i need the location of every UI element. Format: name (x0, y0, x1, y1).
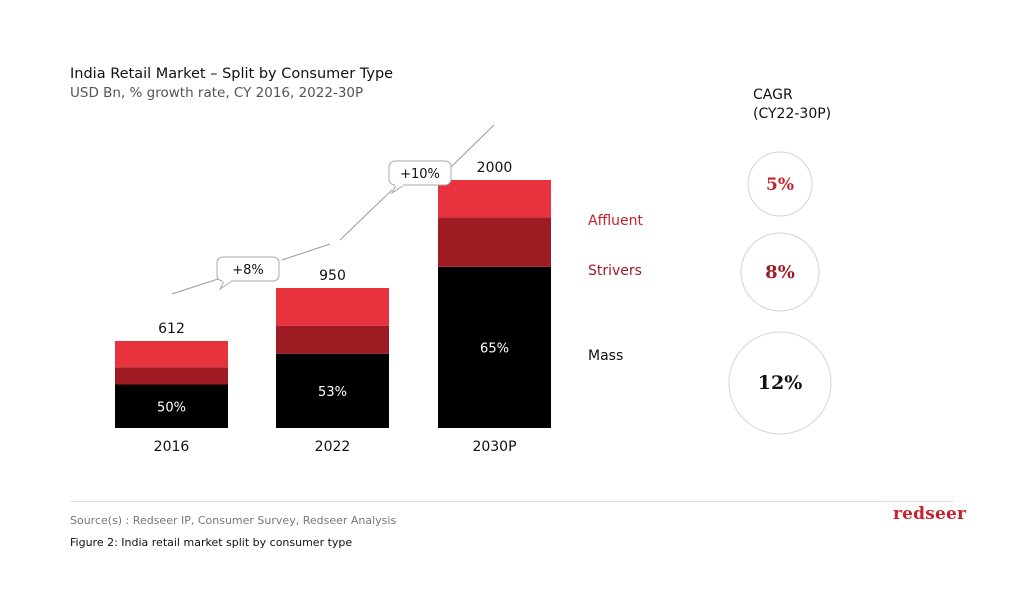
figure-caption: Figure 2: India retail market split by c… (70, 536, 353, 549)
x-tick-label-2016: 2016 (154, 439, 190, 455)
cagr-circle-strivers (740, 232, 820, 312)
bar-affluent-2016 (115, 341, 228, 368)
mass-share-label-2016: 50% (157, 400, 186, 415)
cagr-heading-line1: CAGR (753, 87, 793, 103)
growth-line-seg-2 (281, 243, 331, 261)
cagr-circle-mass (728, 331, 832, 435)
cagr-heading: CAGR (CY22-30P) (753, 86, 873, 124)
mass-share-label-2030p: 65% (480, 341, 509, 356)
growth-line-seg-4 (447, 124, 495, 171)
bar-strivers-2022 (276, 325, 389, 354)
growth-callout-box-2 (388, 160, 452, 186)
growth-line-seg-3 (339, 189, 393, 241)
growth-callout-tail-1 (218, 280, 233, 291)
cagr-value-affluent: 5% (766, 175, 794, 195)
chart-subtitle: USD Bn, % growth rate, CY 2016, 2022-30P (70, 85, 364, 101)
x-tick-label-2030p: 2030P (472, 439, 516, 455)
bar-mass-2022 (276, 353, 389, 428)
growth-callout-label-1: +8% (232, 263, 264, 278)
legend-label-affluent: Affluent (588, 213, 643, 229)
total-label-2022: 950 (319, 268, 346, 284)
bar-mass-2016 (115, 384, 228, 428)
growth-line-seg-1 (171, 278, 219, 295)
growth-callout-tail-2 (390, 184, 405, 195)
growth-callout-tail-mask-2 (395, 184, 403, 186)
footer-divider (70, 501, 954, 502)
bar-strivers-2030p (438, 217, 551, 267)
mass-share-label-2022: 53% (318, 385, 347, 400)
source-note: Source(s) : Redseer IP, Consumer Survey,… (70, 514, 397, 527)
cagr-value-mass: 12% (758, 372, 803, 394)
legend-label-mass: Mass (588, 348, 623, 364)
chart-title: India Retail Market – Split by Consumer … (70, 66, 394, 82)
cagr-circle-affluent (747, 151, 813, 217)
bar-strivers-2016 (115, 367, 228, 385)
growth-callout-tail-mask-1 (223, 280, 231, 282)
total-label-2030p: 2000 (477, 160, 513, 176)
cagr-value-strivers: 8% (765, 262, 795, 283)
growth-callout-label-2: +10% (400, 167, 440, 182)
legend-label-strivers: Strivers (588, 263, 642, 279)
brand-logo: redseer (893, 504, 967, 524)
total-label-2016: 612 (158, 321, 185, 337)
x-tick-label-2022: 2022 (315, 439, 351, 455)
growth-callout-box-1 (216, 256, 280, 282)
cagr-heading-line2: (CY22-30P) (753, 106, 832, 122)
bar-affluent-2022 (276, 288, 389, 326)
bar-mass-2030p (438, 266, 551, 428)
bar-affluent-2030p (438, 180, 551, 218)
stacked-bar-chart: 612 2016 50% 950 2022 53% 2000 2030P 65% +8% +10% A… (115, 124, 832, 455)
